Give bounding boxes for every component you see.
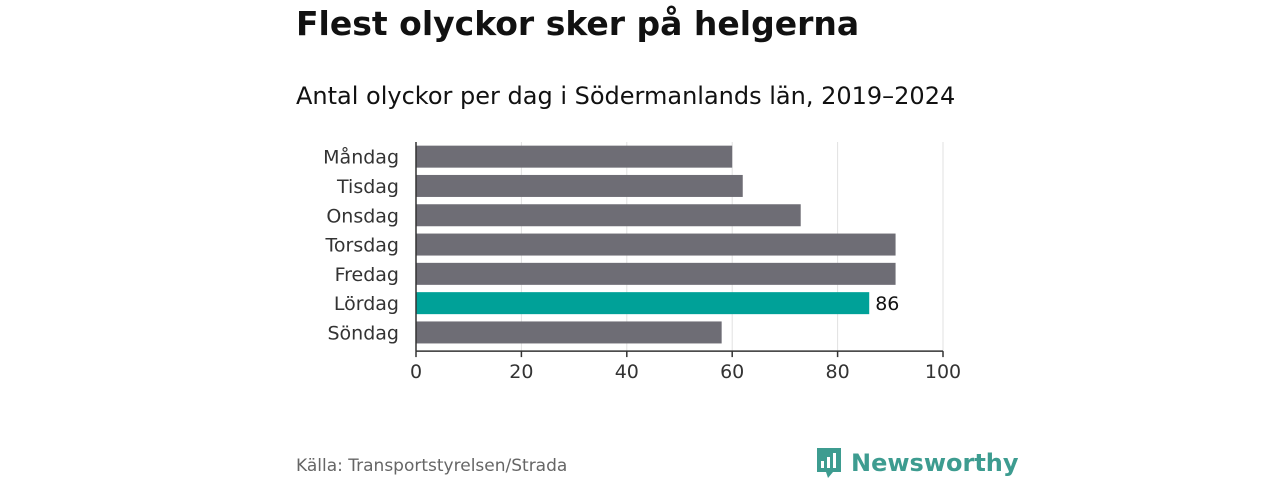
x-axis: 0 20 40 60 80 100 xyxy=(410,142,961,383)
bar xyxy=(416,145,733,168)
brand-logo[interactable]: Newsworthy xyxy=(815,446,1019,480)
value-labels: 86 xyxy=(875,293,899,315)
brand-name: Newsworthy xyxy=(851,449,1019,477)
newsworthy-logo-icon xyxy=(817,448,841,478)
bar xyxy=(416,321,722,344)
tick-label: 20 xyxy=(509,361,533,383)
tick-label: 100 xyxy=(925,361,961,383)
chart-title: Flest olyckor sker på helgerna xyxy=(296,4,860,43)
category-label: Söndag xyxy=(328,322,400,344)
bars xyxy=(416,145,896,344)
bar xyxy=(416,233,896,256)
category-labels: Måndag Tisdag Onsdag Torsdag Fredag Lördag Sön… xyxy=(323,146,399,345)
tick-label: 60 xyxy=(720,361,744,383)
chart-subtitle: Antal olyckor per dag i Södermanlands lä… xyxy=(296,82,956,110)
bar xyxy=(416,174,743,197)
category-label: Onsdag xyxy=(326,205,399,227)
tick-label: 80 xyxy=(826,361,850,383)
bar xyxy=(416,292,870,315)
category-label: Måndag xyxy=(323,146,399,169)
source-note: Källa: Transportstyrelsen/Strada xyxy=(296,456,568,476)
category-label: Tisdag xyxy=(336,176,399,198)
category-label: Torsdag xyxy=(325,235,399,257)
tick-label: 0 xyxy=(410,361,422,383)
value-label: 86 xyxy=(875,293,899,315)
bar xyxy=(416,262,896,285)
category-label: Lördag xyxy=(334,293,399,315)
tick-label: 40 xyxy=(615,361,639,383)
category-label: Fredag xyxy=(335,264,399,286)
bar xyxy=(416,204,801,227)
